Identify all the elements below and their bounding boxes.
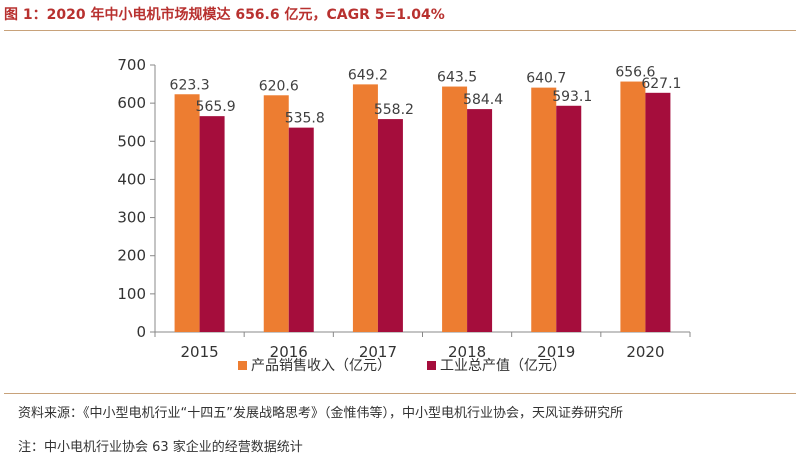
value-label: 623.3 xyxy=(170,77,210,93)
x-tick-label: 2018 xyxy=(448,343,486,361)
legend-swatch xyxy=(238,361,247,370)
y-tick-label: 100 xyxy=(117,285,146,303)
value-label: 640.7 xyxy=(526,71,566,87)
bar-industrial-output-2018 xyxy=(467,109,493,332)
bar-industrial-output-2017 xyxy=(377,119,403,332)
y-axis: 0 100 200 300 400 500 600 700 xyxy=(117,56,156,341)
bar-industrial-output-2016 xyxy=(288,127,314,332)
y-tick-label: 700 xyxy=(117,56,146,74)
legend-label: 产品销售收入（亿元） xyxy=(251,358,391,374)
y-tick-label: 0 xyxy=(136,323,146,341)
bar-sales-revenue-2019 xyxy=(531,87,557,332)
y-tick-label: 600 xyxy=(117,94,146,112)
y-tick-label: 400 xyxy=(117,170,146,188)
value-labels: 623.3 620.6 649.2 643.5 640.7 656.6 565.9 535.8… xyxy=(170,65,682,127)
legend-label: 工业总产值（亿元） xyxy=(440,358,566,374)
value-label: 643.5 xyxy=(437,70,477,86)
x-tick-label: 2015 xyxy=(180,343,218,361)
bar-industrial-output-2015 xyxy=(199,116,225,333)
bar-sales-revenue-2015 xyxy=(174,94,200,332)
figure-title: 图 1：2020 年中小电机市场规模达 656.6 亿元，CAGR 5=1.04… xyxy=(4,7,445,23)
source-divider xyxy=(4,393,796,394)
value-label: 627.1 xyxy=(641,76,681,92)
bar-sales-revenue-2018 xyxy=(442,86,468,332)
x-axis: 2015 2016 2017 2018 2019 2020 xyxy=(154,331,691,361)
legend-swatch xyxy=(427,361,436,370)
y-tick-label: 300 xyxy=(117,209,146,227)
value-label: 565.9 xyxy=(196,99,236,115)
value-label: 620.6 xyxy=(259,78,299,94)
value-label: 535.8 xyxy=(285,111,325,127)
value-label: 656.6 xyxy=(615,65,655,81)
bars xyxy=(174,81,671,333)
bar-sales-revenue-2017 xyxy=(352,84,378,332)
y-tick-label: 200 xyxy=(117,247,146,265)
bar-sales-revenue-2016 xyxy=(263,95,289,332)
x-tick-label: 2017 xyxy=(359,343,397,361)
source-note: 资料来源：《中小型电机行业“十四五”发展战略思考》（金惟伟等），中小型电机行业协… xyxy=(18,406,623,421)
value-label: 593.1 xyxy=(552,89,592,105)
bar-sales-revenue-2020 xyxy=(620,81,646,332)
value-label: 649.2 xyxy=(348,67,388,83)
bar-industrial-output-2020 xyxy=(645,92,671,332)
bar-industrial-output-2019 xyxy=(556,105,582,332)
legend: 产品销售收入（亿元） 工业总产值（亿元） xyxy=(238,358,566,374)
value-label: 558.2 xyxy=(374,102,414,118)
x-tick-label: 2016 xyxy=(270,343,308,361)
y-tick-label: 500 xyxy=(117,132,146,150)
title-divider xyxy=(4,30,796,31)
footnote: 注：中小电机行业协会 63 家企业的经营数据统计 xyxy=(18,440,303,455)
x-tick-label: 2020 xyxy=(626,343,664,361)
value-label: 584.4 xyxy=(463,92,503,108)
x-tick-label: 2019 xyxy=(537,343,575,361)
